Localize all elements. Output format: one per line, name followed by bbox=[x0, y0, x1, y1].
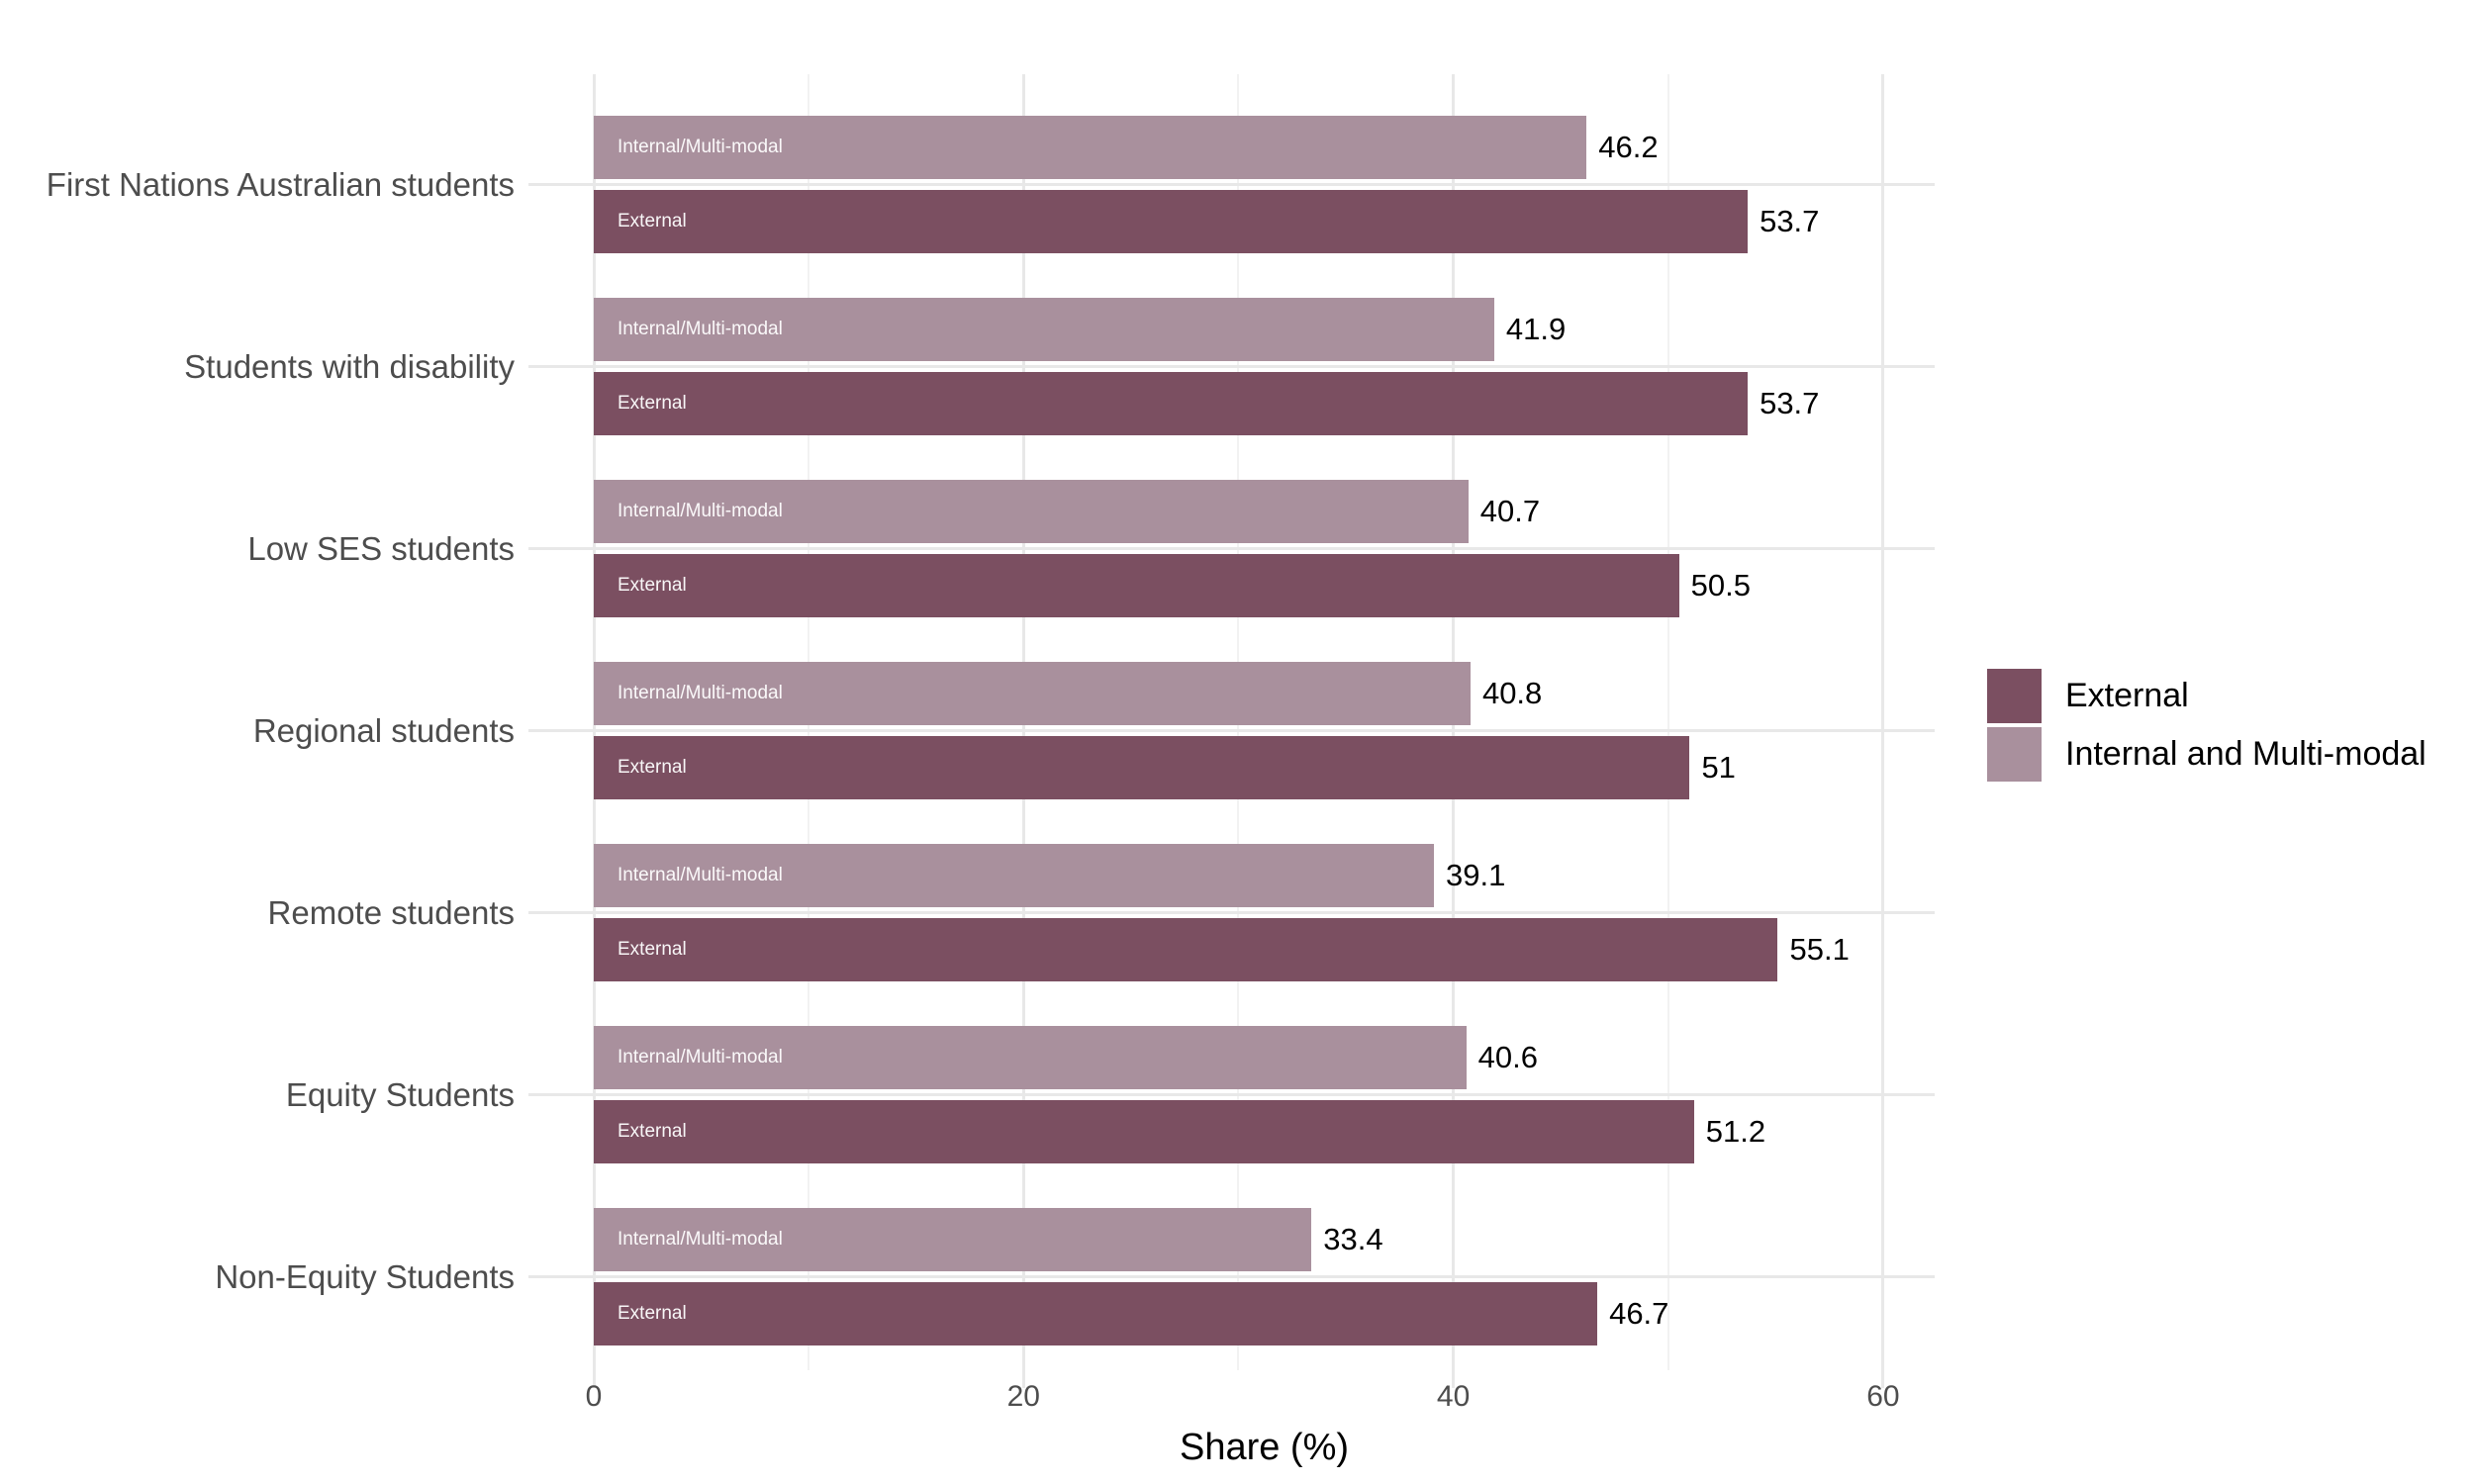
category-gridline bbox=[528, 365, 1935, 368]
category-gridline bbox=[528, 1275, 1935, 1278]
bar-internal-and-multi-modal: Internal/Multi-modal bbox=[594, 298, 1494, 361]
bar-external: External bbox=[594, 554, 1679, 617]
x-tick-label: 40 bbox=[1436, 1380, 1471, 1413]
legend-label-internal-multimodal: Internal and Multi-modal bbox=[2065, 735, 2426, 773]
category-label: First Nations Australian students bbox=[46, 165, 515, 203]
bar-internal-and-multi-modal: Internal/Multi-modal bbox=[594, 844, 1435, 907]
legend-label-external: External bbox=[2065, 677, 2189, 714]
x-axis-title: Share (%) bbox=[1179, 1427, 1350, 1468]
bar-value-label: 53.7 bbox=[1760, 204, 1820, 238]
bar-series-label: Internal/Multi-modal bbox=[618, 137, 783, 157]
bar-internal-and-multi-modal: Internal/Multi-modal bbox=[594, 1026, 1467, 1089]
bar-internal-and-multi-modal: Internal/Multi-modal bbox=[594, 662, 1471, 725]
bar-value-label: 40.8 bbox=[1481, 676, 1543, 710]
bar-series-label: External bbox=[618, 393, 687, 414]
x-tick-mark bbox=[1452, 1370, 1456, 1388]
category-label: Remote students bbox=[267, 893, 515, 931]
bar-internal-and-multi-modal: Internal/Multi-modal bbox=[594, 1208, 1312, 1271]
x-tick-label: 0 bbox=[585, 1380, 603, 1413]
bar-value-label: 41.9 bbox=[1505, 312, 1567, 346]
category-gridline bbox=[528, 911, 1935, 914]
legend-swatch-external-icon bbox=[1987, 669, 2042, 723]
x-tick-mark bbox=[1881, 1370, 1885, 1388]
category-gridline bbox=[528, 183, 1935, 186]
legend-entry-external: External bbox=[1987, 669, 2426, 723]
bar-series-label: Internal/Multi-modal bbox=[618, 865, 783, 885]
bar-series-label: Internal/Multi-modal bbox=[618, 683, 783, 703]
major-gridline bbox=[1881, 74, 1885, 1370]
category-gridline bbox=[528, 1093, 1935, 1096]
bar-external: External bbox=[594, 190, 1749, 253]
bar-value-label: 51 bbox=[1701, 750, 1736, 785]
legend-swatch-internal-multimodal-icon bbox=[1987, 727, 2042, 782]
minor-gridline bbox=[1666, 74, 1669, 1370]
bar-internal-and-multi-modal: Internal/Multi-modal bbox=[594, 480, 1469, 543]
bar-value-label: 46.7 bbox=[1609, 1296, 1669, 1331]
legend-entry-internal-multimodal: Internal and Multi-modal bbox=[1987, 727, 2426, 782]
bar-value-label: 51.2 bbox=[1705, 1114, 1766, 1149]
legend: External Internal and Multi-modal bbox=[1987, 669, 2426, 786]
bar-series-label: Internal/Multi-modal bbox=[618, 501, 783, 521]
bar-series-label: Internal/Multi-modal bbox=[618, 1229, 783, 1250]
bar-series-label: External bbox=[618, 211, 687, 232]
category-label: Students with disability bbox=[184, 347, 515, 385]
category-gridline bbox=[528, 547, 1935, 550]
bar-external: External bbox=[594, 736, 1690, 799]
bar-external: External bbox=[594, 372, 1749, 435]
x-tick-label: 60 bbox=[1866, 1380, 1900, 1413]
category-label: Equity Students bbox=[285, 1075, 515, 1113]
bar-series-label: External bbox=[618, 1303, 687, 1324]
bar-series-label: External bbox=[618, 939, 687, 960]
category-label: Regional students bbox=[252, 711, 515, 749]
category-label: Low SES students bbox=[247, 529, 515, 567]
bar-series-label: External bbox=[618, 1121, 687, 1142]
bar-internal-and-multi-modal: Internal/Multi-modal bbox=[594, 116, 1587, 179]
x-tick-mark bbox=[592, 1370, 596, 1388]
bar-series-label: Internal/Multi-modal bbox=[618, 319, 783, 339]
bar-external: External bbox=[594, 1100, 1694, 1163]
bar-external: External bbox=[594, 918, 1778, 981]
bar-value-label: 40.7 bbox=[1479, 494, 1541, 528]
x-tick-mark bbox=[1021, 1370, 1025, 1388]
bar-value-label: 39.1 bbox=[1446, 858, 1506, 892]
bar-value-label: 50.5 bbox=[1690, 568, 1751, 603]
category-label: Non-Equity Students bbox=[215, 1257, 515, 1295]
bar-value-label: 40.6 bbox=[1477, 1040, 1538, 1074]
plot-panel: Internal/Multi-modal 46.2 External 53.7 Inte… bbox=[528, 74, 1935, 1388]
bar-value-label: 46.2 bbox=[1598, 130, 1659, 164]
bar-value-label: 55.1 bbox=[1789, 932, 1850, 967]
x-tick-label: 20 bbox=[1006, 1380, 1040, 1413]
bar-value-label: 53.7 bbox=[1760, 386, 1820, 420]
bar-series-label: Internal/Multi-modal bbox=[618, 1047, 783, 1067]
bar-value-label: 33.4 bbox=[1323, 1222, 1383, 1256]
bar-series-label: External bbox=[618, 575, 687, 596]
bar-series-label: External bbox=[618, 757, 687, 778]
category-gridline bbox=[528, 729, 1935, 732]
bar-external: External bbox=[594, 1282, 1598, 1345]
